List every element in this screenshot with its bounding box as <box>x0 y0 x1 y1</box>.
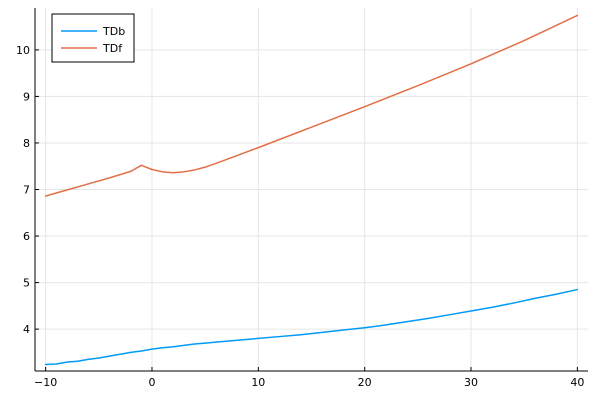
legend: TDb TDf <box>51 13 135 63</box>
y-tick-label: 6 <box>23 230 30 243</box>
series-lines <box>44 14 579 366</box>
x-tick-label: 40 <box>570 376 584 389</box>
x-tick-label: 30 <box>464 376 478 389</box>
series-line-tdb <box>44 288 579 366</box>
y-tick-label: 5 <box>23 277 30 290</box>
y-tick-label: 9 <box>23 90 30 103</box>
x-tick-label: 20 <box>358 376 372 389</box>
y-tick-label: 10 <box>16 44 30 57</box>
x-tick-label: −10 <box>34 376 57 389</box>
legend-box <box>51 13 135 63</box>
x-tick-labels: −10 0 10 20 30 40 <box>34 367 584 389</box>
legend-label-tdb: TDb <box>102 25 125 38</box>
y-tick-label: 7 <box>23 184 30 197</box>
grid <box>35 8 588 371</box>
legend-label-tdf: TDf <box>102 42 123 55</box>
x-tick-label: 0 <box>148 376 155 389</box>
y-tick-label: 8 <box>23 137 30 150</box>
y-tick-label: 4 <box>23 323 30 336</box>
x-tick-label: 10 <box>251 376 265 389</box>
series-line-tdf <box>44 14 579 197</box>
y-tick-labels: 4 5 6 7 8 9 10 <box>16 44 39 336</box>
